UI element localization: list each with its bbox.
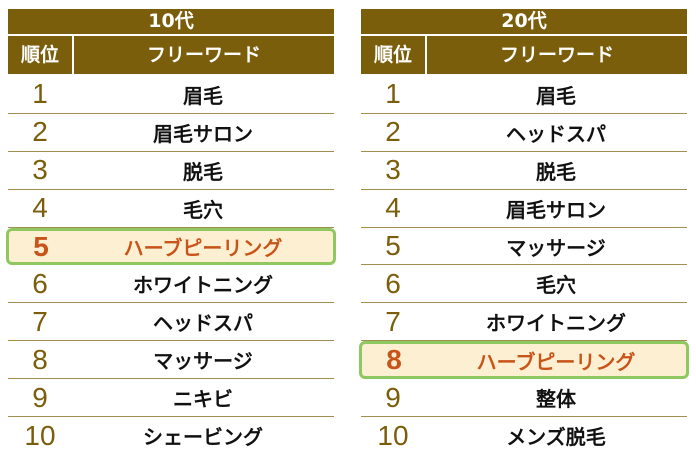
rank-number: 4 xyxy=(32,192,48,224)
rank-number: 4 xyxy=(385,192,401,224)
table-row: 7 ホワイトニング xyxy=(361,303,687,342)
rank-number: 6 xyxy=(385,267,401,299)
rank-number: 6 xyxy=(32,267,48,299)
table-row: 1 眉毛 xyxy=(8,76,334,114)
keyword: 整体 xyxy=(536,387,576,412)
table-row-highlighted: 8 ハーブピーリング xyxy=(359,341,689,380)
table-row: 6 毛穴 xyxy=(361,265,687,304)
keyword: ヘッドスパ xyxy=(506,121,606,146)
keyword: 眉毛サロン xyxy=(153,121,253,146)
table-body: 1 眉毛 2 眉毛サロン 3 脱毛 4 毛穴 5 ハーブピーリング 6 ホワイトニング 7 ヘ… xyxy=(6,76,336,455)
table-row: 10 シェービング xyxy=(8,417,334,455)
keyword: 眉毛 xyxy=(536,83,576,108)
table-row: 3 脱毛 xyxy=(361,152,687,190)
table-row: 7 ヘッドスパ xyxy=(8,303,334,342)
keyword: 毛穴 xyxy=(183,197,223,222)
table-body: 1 眉毛 2 ヘッドスパ 3 脱毛 4 眉毛サロン 5 マッサージ 6 毛穴 7 ホワイトニン… xyxy=(359,76,689,455)
rank-number: 7 xyxy=(32,305,48,337)
table-row: 9 整体 xyxy=(361,379,687,418)
rank-number: 1 xyxy=(32,78,48,110)
table-row: 10 メンズ脱毛 xyxy=(361,417,687,455)
table-row: 2 ヘッドスパ xyxy=(361,114,687,152)
ranking-table-10s: 10代 順位 フリーワード 1 眉毛 2 眉毛サロン 3 脱毛 4 毛穴 5 ハーブピーリ… xyxy=(6,9,336,455)
keyword: ホワイトニング xyxy=(486,311,626,336)
rank-number: 7 xyxy=(385,305,401,337)
keyword: マッサージ xyxy=(506,235,606,260)
rank-number: 5 xyxy=(33,230,49,262)
rank-number: 3 xyxy=(32,154,48,186)
ranking-table-20s: 20代 順位 フリーワード 1 眉毛 2 ヘッドスパ 3 脱毛 4 眉毛サロン 5 マッサ… xyxy=(359,9,689,455)
table-row: 8 マッサージ xyxy=(8,341,334,380)
rank-column-header: 順位 xyxy=(8,36,72,74)
keyword: ホワイトニング xyxy=(133,273,273,298)
table-header: 順位 フリーワード xyxy=(361,36,687,74)
rank-column-header: 順位 xyxy=(361,36,425,74)
rank-number: 8 xyxy=(386,344,402,376)
keyword: ハーブピーリング xyxy=(476,349,636,374)
keyword: ハーブピーリング xyxy=(123,236,283,260)
table-row: 3 脱毛 xyxy=(8,152,334,190)
table-header: 順位 フリーワード xyxy=(8,36,334,74)
word-column-header: フリーワード xyxy=(427,36,687,74)
table-row: 6 ホワイトニング xyxy=(8,265,334,304)
keyword: シェービング xyxy=(143,425,263,450)
rank-number: 8 xyxy=(32,343,48,375)
rank-number: 9 xyxy=(32,381,48,413)
keyword: ヘッドスパ xyxy=(153,311,253,336)
keyword: 毛穴 xyxy=(536,273,576,298)
table-row: 4 毛穴 xyxy=(8,190,334,228)
table-row-highlighted: 5 ハーブピーリング xyxy=(6,227,336,266)
word-column-header: フリーワード xyxy=(74,36,334,74)
table-row: 2 眉毛サロン xyxy=(8,114,334,152)
keyword: 脱毛 xyxy=(183,159,223,184)
rank-number: 3 xyxy=(385,154,401,186)
keyword: 脱毛 xyxy=(536,159,576,184)
rank-number: 10 xyxy=(377,419,409,451)
keyword: メンズ脱毛 xyxy=(506,425,606,450)
keyword: 眉毛 xyxy=(183,83,223,108)
table-row: 1 眉毛 xyxy=(361,76,687,114)
rank-number: 5 xyxy=(385,230,401,261)
rank-number: 10 xyxy=(24,419,56,451)
rank-number: 2 xyxy=(32,116,48,148)
table-title: 20代 xyxy=(361,9,687,34)
table-row: 5 マッサージ xyxy=(361,228,687,266)
table-row: 4 眉毛サロン xyxy=(361,190,687,228)
keyword: 眉毛サロン xyxy=(506,197,606,222)
table-row: 9 ニキビ xyxy=(8,379,334,418)
table-title: 10代 xyxy=(8,9,334,34)
keyword: ニキビ xyxy=(173,387,233,412)
rank-number: 1 xyxy=(385,78,401,110)
rank-number: 2 xyxy=(385,116,401,148)
rank-number: 9 xyxy=(385,381,401,413)
keyword: マッサージ xyxy=(153,349,253,374)
